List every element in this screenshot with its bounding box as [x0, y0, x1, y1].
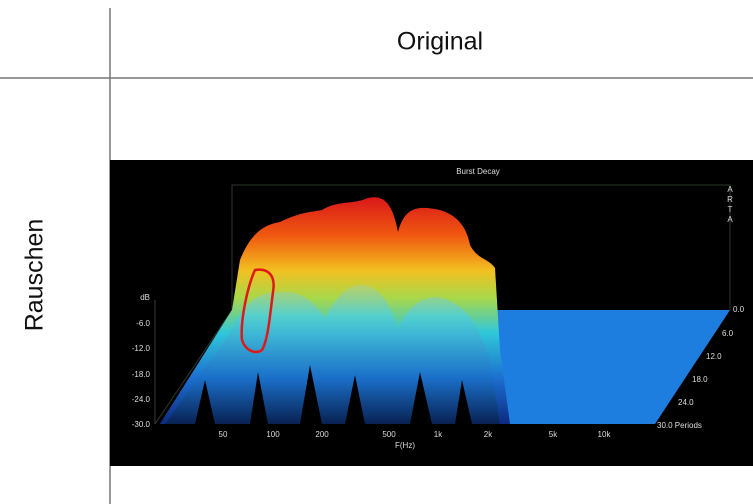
x-tick-label: 1k — [434, 430, 443, 439]
brand-letter: T — [728, 205, 733, 214]
z-tick-label: 12.0 — [706, 352, 722, 361]
x-tick-label: 200 — [315, 430, 329, 439]
z-tick-label: 24.0 — [678, 398, 694, 407]
x-tick-label: 5k — [549, 430, 558, 439]
row-header: Rauschen — [21, 219, 49, 332]
y-tick-label: -12.0 — [132, 344, 151, 353]
brand-letter: A — [727, 185, 733, 194]
y-tick-label: -30.0 — [132, 420, 151, 429]
x-tick-label: 100 — [266, 430, 280, 439]
brand-letter: R — [727, 195, 733, 204]
y-tick-label: -6.0 — [136, 319, 150, 328]
highlight-annotation — [240, 268, 275, 354]
x-tick-label: 2k — [484, 430, 493, 439]
x-tick-label: 50 — [219, 430, 228, 439]
x-tick-label: 10k — [598, 430, 612, 439]
column-header: Original — [397, 28, 483, 56]
decay-notches — [195, 365, 472, 424]
plot-frame — [154, 184, 731, 425]
figure-title: Burst Decay — [456, 167, 500, 176]
z-tick-label: 0.0 — [733, 305, 745, 314]
x-tick-label: 500 — [382, 430, 396, 439]
z-tick-label: 30.0 Periods — [657, 421, 702, 430]
brand-letter: A — [727, 215, 733, 224]
decay-ridge — [165, 285, 500, 424]
y-tick-label: -24.0 — [132, 395, 151, 404]
x-title: F(Hz) — [395, 441, 415, 450]
z-tick-label: 18.0 — [692, 375, 708, 384]
figure: Burst Decay dB F(Hz) — [110, 160, 753, 466]
z-tick-label: 6.0 — [722, 329, 734, 338]
y-tick-label: -18.0 — [132, 370, 151, 379]
y-unit: dB — [140, 293, 150, 302]
